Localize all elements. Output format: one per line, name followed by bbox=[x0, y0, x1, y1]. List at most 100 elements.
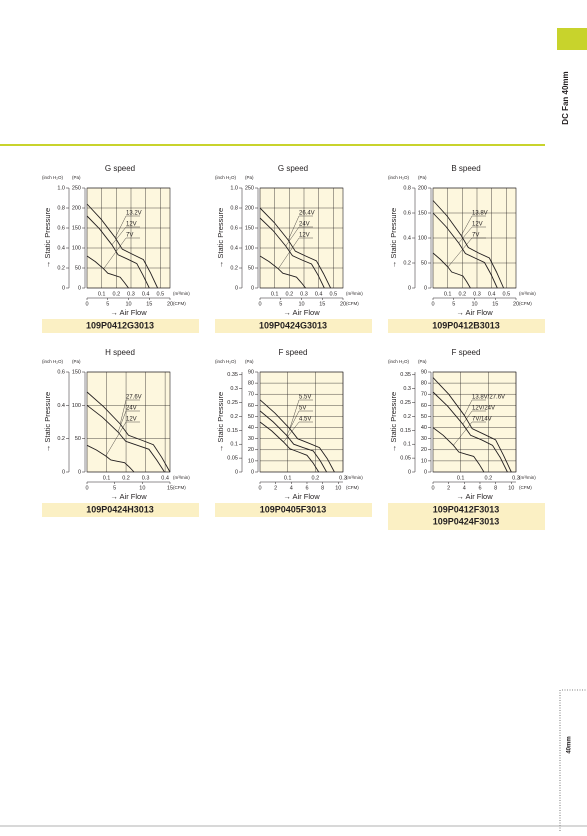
pq-curve bbox=[259, 421, 320, 473]
x2-unit: (m³/min) bbox=[173, 291, 190, 296]
y-tick-label: 0 bbox=[78, 469, 81, 475]
section-tab: DC Fan 40mm bbox=[561, 71, 570, 124]
model-box bbox=[42, 503, 199, 517]
curve-label: 13.8V bbox=[472, 211, 488, 217]
y2-tick-label: 0.2 bbox=[403, 414, 411, 420]
y-tick-label: 50 bbox=[421, 260, 427, 266]
y2-tick-label: 0.2 bbox=[230, 265, 238, 271]
y-unit: (Pa) bbox=[418, 359, 427, 364]
label-leader bbox=[461, 215, 473, 236]
x-tick-label: 5 bbox=[113, 485, 116, 491]
curve-label: 24V bbox=[126, 406, 137, 412]
pq-curve bbox=[86, 255, 129, 289]
x-tick-label: 0 bbox=[258, 485, 261, 491]
y-tick-label: 40 bbox=[248, 425, 254, 431]
x-unit: (CFM) bbox=[519, 485, 532, 490]
y-axis-label: → Static Pressure bbox=[216, 392, 225, 452]
pq-curve bbox=[86, 404, 165, 473]
x2-tick-label: 0.1 bbox=[98, 291, 106, 297]
plot-border bbox=[432, 187, 517, 289]
label-leader bbox=[103, 237, 127, 269]
x2-tick-label: 0.2 bbox=[122, 475, 130, 481]
y-tick-label: 250 bbox=[245, 185, 254, 191]
curve-label: 13.8V/27.6V bbox=[472, 395, 505, 401]
y2-tick-label: 0.15 bbox=[400, 428, 411, 434]
y-tick-label: 0 bbox=[424, 285, 427, 291]
x-tick-label: 10 bbox=[298, 301, 304, 307]
label-leader bbox=[111, 226, 127, 245]
x2-tick-label: 0.1 bbox=[284, 475, 292, 481]
y-tick-label: 50 bbox=[75, 436, 81, 442]
x2-tick-label: 0.1 bbox=[103, 475, 111, 481]
x2-tick-label: 0.1 bbox=[444, 291, 452, 297]
curve-label: 12V/24V bbox=[472, 406, 495, 412]
curve-label: 4.5V bbox=[299, 417, 311, 423]
x-axis-label: → Air Flow bbox=[456, 308, 493, 317]
x-axis-label: → Air Flow bbox=[110, 308, 147, 317]
x2-tick-label: 0.2 bbox=[459, 291, 467, 297]
y2-tick-label: 0.8 bbox=[403, 185, 411, 191]
x2-tick-label: 0.1 bbox=[457, 475, 465, 481]
label-leader bbox=[285, 226, 300, 247]
y2-tick-label: 0.2 bbox=[57, 265, 65, 271]
label-leader bbox=[286, 410, 300, 436]
y2-tick-label: 0.1 bbox=[230, 442, 238, 448]
y-axis-label: → Static Pressure bbox=[43, 208, 52, 268]
x2-unit: (m³/min) bbox=[346, 291, 363, 296]
y-unit: (Pa) bbox=[245, 175, 254, 180]
x2-tick-label: 0.1 bbox=[271, 291, 279, 297]
x-tick-label: 20 bbox=[513, 301, 519, 307]
y-axis-label: → Static Pressure bbox=[216, 208, 225, 268]
label-leader bbox=[115, 215, 127, 238]
plot-border bbox=[259, 187, 344, 289]
y-unit: (Pa) bbox=[72, 175, 81, 180]
x-unit: (CFM) bbox=[519, 301, 532, 306]
y2-tick-label: 0.4 bbox=[57, 403, 65, 409]
model-box bbox=[215, 319, 372, 333]
y2-unit: (inch H₂O) bbox=[215, 359, 237, 364]
x-tick-label: 20 bbox=[167, 301, 173, 307]
pq-curve bbox=[86, 203, 159, 289]
x2-tick-label: 0.2 bbox=[312, 475, 320, 481]
y-unit: (Pa) bbox=[418, 175, 427, 180]
x-tick-label: 15 bbox=[146, 301, 152, 307]
model-number: 109P0424F3013 bbox=[433, 516, 500, 526]
y2-unit: (inch H₂O) bbox=[215, 175, 237, 180]
x2-tick-label: 0.3 bbox=[300, 291, 308, 297]
x2-tick-label: 0.4 bbox=[315, 291, 323, 297]
label-leader bbox=[289, 399, 300, 429]
plot-border bbox=[86, 371, 171, 473]
pq-curve bbox=[259, 255, 306, 289]
y-tick-label: 70 bbox=[248, 392, 254, 398]
chart-title: H speed bbox=[105, 348, 135, 357]
pq-curve bbox=[259, 399, 335, 473]
chart-title: G speed bbox=[278, 164, 308, 173]
model-box bbox=[215, 503, 372, 517]
y2-tick-label: 0 bbox=[235, 469, 238, 475]
curve-label: 27.6V bbox=[126, 395, 142, 401]
y2-tick-label: 1.0 bbox=[57, 185, 65, 191]
y2-tick-label: 1.0 bbox=[230, 185, 238, 191]
y-tick-label: 10 bbox=[421, 458, 427, 464]
y-tick-label: 0 bbox=[251, 469, 254, 475]
x2-tick-label: 0.4 bbox=[161, 475, 169, 481]
y-tick-label: 250 bbox=[72, 185, 81, 191]
curve-label: 12V bbox=[472, 222, 483, 228]
y-tick-label: 60 bbox=[248, 403, 254, 409]
label-leader bbox=[278, 237, 300, 269]
y-tick-label: 50 bbox=[248, 414, 254, 420]
y2-tick-label: 0.35 bbox=[400, 372, 411, 378]
y-tick-label: 50 bbox=[248, 265, 254, 271]
y-unit: (Pa) bbox=[245, 359, 254, 364]
x2-tick-label: 0.3 bbox=[142, 475, 150, 481]
x-tick-label: 8 bbox=[494, 485, 497, 491]
x-tick-label: 2 bbox=[274, 485, 277, 491]
y2-tick-label: 0.2 bbox=[230, 414, 238, 420]
y-tick-label: 50 bbox=[75, 265, 81, 271]
model-number: 109P0412F3013 bbox=[433, 504, 500, 514]
x2-tick-label: 0.2 bbox=[113, 291, 121, 297]
x-tick-label: 8 bbox=[321, 485, 324, 491]
x2-tick-label: 0.3 bbox=[339, 475, 347, 481]
y2-tick-label: 0 bbox=[235, 285, 238, 291]
x2-unit: (m³/min) bbox=[346, 475, 363, 480]
